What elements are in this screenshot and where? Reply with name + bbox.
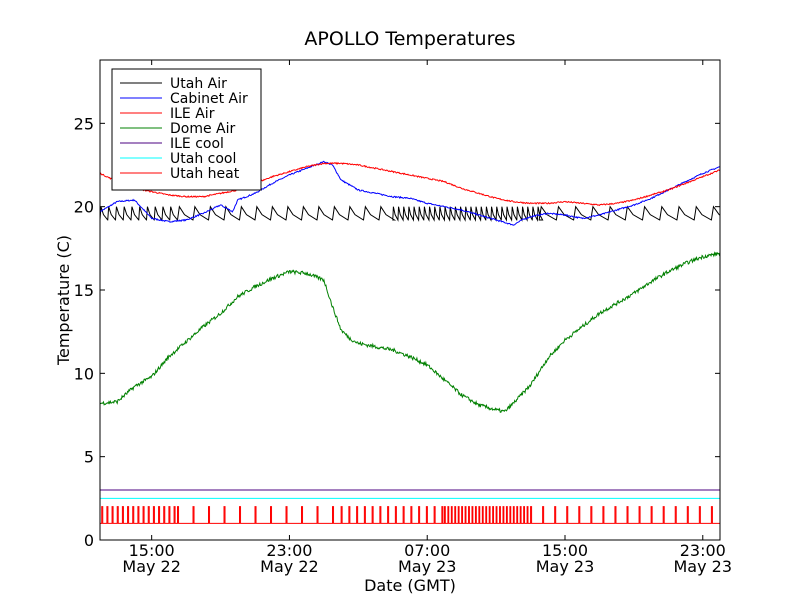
series-line-utah-air bbox=[100, 205, 720, 222]
x-tick-date: May 22 bbox=[122, 557, 181, 576]
x-tick-date: May 22 bbox=[260, 557, 319, 576]
x-axis-label: Date (GMT) bbox=[364, 576, 456, 595]
x-tick-time: 15:00 bbox=[542, 541, 588, 560]
y-tick-label: 25 bbox=[74, 114, 94, 133]
x-tick-time: 07:00 bbox=[404, 541, 450, 560]
legend-label-dome-air: Dome Air bbox=[170, 121, 236, 137]
y-tick-label: 0 bbox=[84, 531, 94, 550]
x-tick-time: 23:00 bbox=[266, 541, 312, 560]
legend-label-utah-cool: Utah cool bbox=[170, 151, 236, 167]
axes-frame bbox=[99, 59, 721, 541]
y-tick-label: 5 bbox=[84, 448, 94, 467]
y-tick-label: 15 bbox=[74, 281, 94, 300]
series-line-cabinet-air bbox=[100, 160, 720, 226]
legend-label-utah-air: Utah Air bbox=[170, 76, 227, 92]
y-axis-label: Temperature (C) bbox=[54, 235, 73, 366]
legend-box bbox=[111, 68, 262, 191]
chart-title: APOLLO Temperatures bbox=[304, 28, 515, 50]
x-tick-date: May 23 bbox=[674, 557, 733, 576]
y-tick-label: 10 bbox=[74, 364, 94, 383]
legend-label-ile-air: ILE Air bbox=[170, 106, 215, 122]
x-tick-date: May 23 bbox=[398, 557, 457, 576]
legend-label-cabinet-air: Cabinet Air bbox=[170, 91, 248, 107]
legend-label-utah-heat: Utah heat bbox=[170, 166, 240, 182]
legend-label-ile-cool: ILE cool bbox=[170, 136, 224, 152]
y-tick-label: 20 bbox=[74, 198, 94, 217]
series-line-dome-air bbox=[100, 251, 720, 413]
plot-lines bbox=[100, 160, 720, 524]
x-tick-date: May 23 bbox=[536, 557, 595, 576]
series-line-utah-heat bbox=[100, 506, 720, 524]
x-tick-time: 23:00 bbox=[680, 541, 726, 560]
x-tick-time: 15:00 bbox=[129, 541, 175, 560]
series-line-ile-air bbox=[100, 161, 720, 207]
